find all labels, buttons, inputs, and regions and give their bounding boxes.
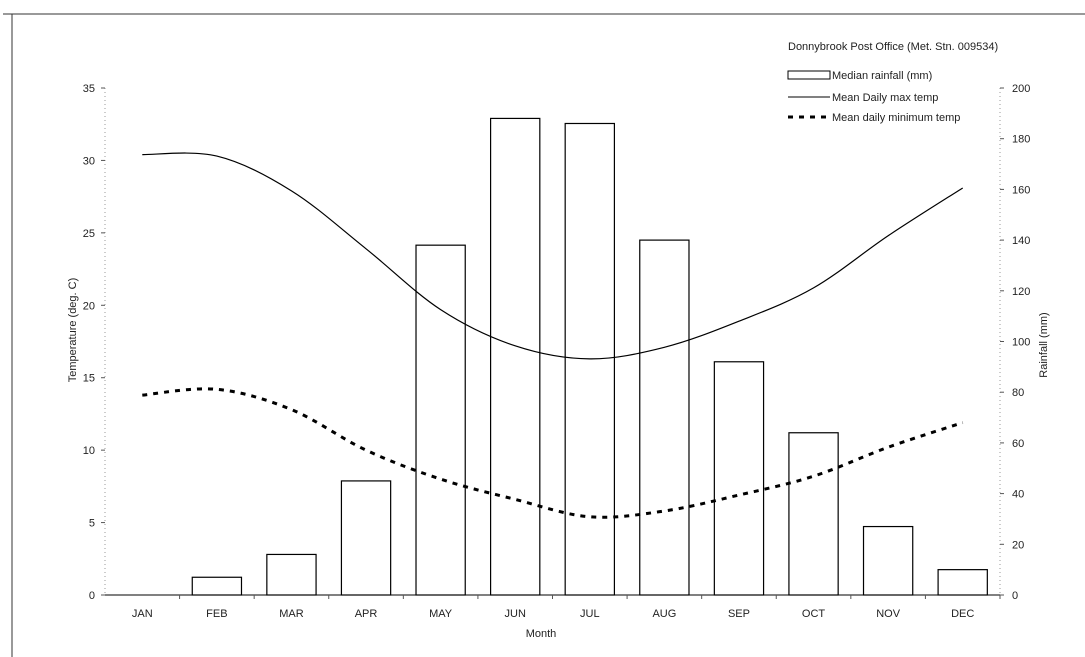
bar-rainfall [937, 569, 988, 596]
y-left-tick-label: 35 [83, 83, 95, 95]
legend-label-max-temp: Mean Daily max temp [832, 92, 938, 104]
x-tick-label: DEC [951, 608, 974, 620]
y-left-tick-label: 10 [83, 445, 95, 457]
x-tick-label: SEP [728, 608, 750, 620]
x-tick-label: JAN [132, 608, 153, 620]
y-right-tick-label: 180 [1012, 134, 1030, 146]
y-right-tick-label: 100 [1012, 337, 1030, 349]
y-right-tick-label: 40 [1012, 489, 1024, 501]
y-left-tick-label: 30 [83, 155, 95, 167]
y-right-tick-label: 140 [1012, 235, 1030, 247]
bar-rainfall [862, 525, 914, 596]
x-tick-label: MAR [279, 608, 304, 620]
bar-rainfall [788, 432, 839, 596]
y-right-tick-label: 60 [1012, 438, 1024, 450]
bar-rainfall [266, 553, 317, 596]
x-tick-label: JUL [580, 608, 600, 620]
x-axis-title: Month [526, 628, 557, 640]
y-left-tick-label: 25 [83, 228, 95, 240]
y-right-tick-label: 160 [1012, 184, 1030, 196]
bar-rainfall [191, 576, 243, 596]
legend: Median rainfall (mm) Mean Daily max temp… [787, 70, 960, 124]
y-right-tick-label: 20 [1012, 539, 1024, 551]
y-left-tick-label: 0 [89, 590, 95, 602]
bar-rainfall [489, 117, 541, 596]
x-tick-label: JUN [505, 608, 526, 620]
x-tick-label: FEB [206, 608, 227, 620]
plot-area: 0 5 10 15 20 25 30 35 0 20 40 60 80 100 120 140 160 180 20… [83, 83, 1031, 620]
y-right-tick-label: 200 [1012, 83, 1030, 95]
x-tick-label: AUG [652, 608, 676, 620]
y-axis-right-title: Rainfall (mm) [1038, 312, 1050, 377]
y-left-tick-label: 20 [83, 300, 95, 312]
legend-swatch-rainfall [787, 70, 831, 80]
bar-rainfall [415, 244, 466, 596]
y-left-tick-label: 5 [89, 518, 95, 530]
bar-rainfall [340, 480, 392, 596]
legend-label-min-temp: Mean daily minimum temp [832, 112, 960, 124]
bar-rainfall [639, 239, 690, 596]
line-max-temp [142, 152, 964, 360]
x-tick-label: OCT [802, 608, 826, 620]
y-right-tick-label: 120 [1012, 286, 1030, 298]
legend-label-rainfall: Median rainfall (mm) [832, 70, 932, 82]
line-min-temp [142, 387, 964, 519]
y-axis-left-title: Temperature (deg. C) [67, 278, 79, 383]
y-left-tick-label: 15 [83, 373, 95, 385]
bar-rainfall [713, 361, 765, 596]
x-tick-label: MAY [429, 608, 453, 620]
x-tick-label: NOV [876, 608, 901, 620]
y-right-tick-label: 0 [1012, 590, 1018, 602]
chart-title: Donnybrook Post Office (Met. Stn. 009534… [788, 41, 998, 53]
y-right-tick-label: 80 [1012, 387, 1024, 399]
x-tick-label: APR [355, 608, 378, 620]
